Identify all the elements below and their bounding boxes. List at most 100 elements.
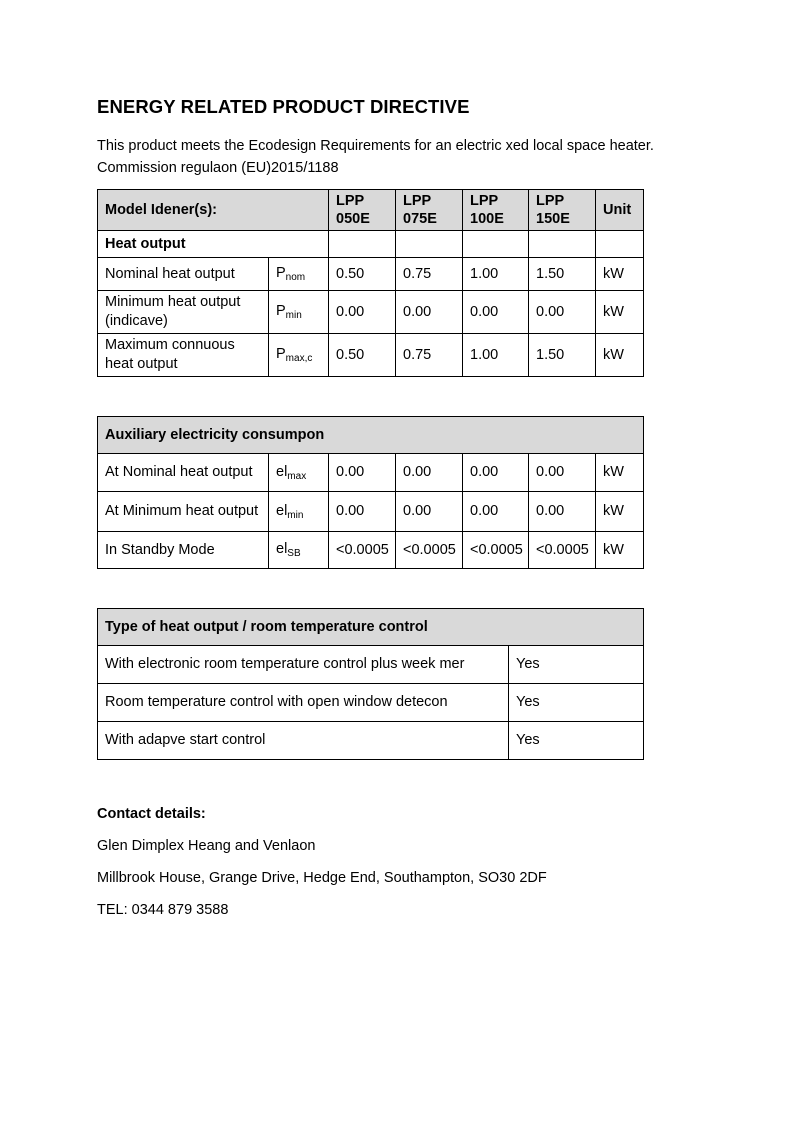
column-header-line2: 050E — [336, 211, 370, 227]
table-row-minimum-heat-output: Minimum heat output (indicave) Pmin 0.00… — [97, 290, 645, 334]
symbol-base: P — [276, 303, 286, 319]
value-cell: 0.75 — [395, 257, 464, 291]
table-row-at-nominal-heat-output: At Nominal heat output elmax 0.00 0.00 0… — [97, 453, 644, 492]
symbol-subscript: min — [287, 509, 304, 521]
empty-cell — [528, 230, 597, 258]
value-cell: 0.00 — [462, 453, 529, 492]
table-row-nominal-heat-output: Nominal heat output Pnom 0.50 0.75 1.00 … — [97, 257, 645, 291]
value-cell: 0.00 — [462, 290, 530, 334]
auxiliary-electricity-table: Auxiliary electricity consumpon At Nomin… — [97, 416, 644, 569]
unit-cell: kW — [595, 290, 645, 334]
model-identifier-header: Model Idener(s): — [96, 189, 330, 231]
symbol-subscript: SB — [287, 548, 301, 559]
value-cell: 0.00 — [328, 290, 397, 334]
value-cell: 0.50 — [328, 257, 397, 291]
column-header-line1: LPP — [403, 193, 432, 209]
symbol-cell: Pmax,c — [267, 333, 330, 377]
value-cell: 0.00 — [395, 290, 464, 334]
page-title: ENERGY RELATED PRODUCT DIRECTIVE — [97, 96, 470, 117]
value-cell: 1.50 — [528, 257, 597, 291]
column-header-lpp-100e: LPP 100E — [462, 189, 530, 231]
contact-phone: TEL: 0344 879 3588 — [97, 902, 229, 918]
symbol-base: el — [276, 463, 288, 480]
value-cell: Yes — [508, 683, 644, 722]
row-label: Maximum connuous heat output — [97, 333, 269, 377]
symbol-base: el — [276, 502, 288, 519]
value-cell: Yes — [508, 645, 644, 684]
row-label: At Nominal heat output — [97, 453, 269, 492]
unit-cell: kW — [595, 531, 644, 569]
row-label: With electronic room temperature control… — [97, 645, 509, 684]
symbol-cell: Pnom — [267, 257, 330, 291]
row-label: In Standby Mode — [97, 531, 269, 569]
value-cell: 0.00 — [328, 491, 396, 532]
value-cell: 1.50 — [528, 333, 597, 377]
table-row-open-window-detection: Room temperature control with open windo… — [97, 683, 644, 722]
contact-address: Millbrook House, Grange Drive, Hedge End… — [97, 870, 547, 886]
symbol-base: P — [276, 265, 286, 281]
value-cell: 0.00 — [528, 491, 596, 532]
section-row: Heat output — [96, 230, 645, 258]
symbol-cell: elSB — [268, 531, 329, 569]
symbol-cell: Pmin — [267, 290, 330, 334]
unit-cell: kW — [595, 491, 644, 532]
symbol-subscript: min — [285, 310, 302, 321]
unit-cell: kW — [595, 453, 644, 492]
intro-line-2: Commission regulaon (EU)2015/1188 — [97, 160, 339, 176]
empty-cell — [595, 230, 645, 258]
value-cell: <0.0005 — [528, 531, 596, 569]
symbol-subscript: max,c — [285, 353, 313, 364]
table-row-in-standby-mode: In Standby Mode elSB <0.0005 <0.0005 <0.… — [97, 531, 644, 569]
symbol-cell: elmin — [268, 491, 329, 532]
heat-output-table: Model Idener(s): LPP 050E LPP 075E LPP 1… — [96, 189, 645, 377]
auxiliary-electricity-header: Auxiliary electricity consumpon — [97, 416, 644, 454]
empty-cell — [462, 230, 530, 258]
value-cell: 0.75 — [395, 333, 464, 377]
value-cell: 0.50 — [328, 333, 397, 377]
symbol-subscript: nom — [285, 272, 306, 283]
value-cell: 1.00 — [462, 333, 530, 377]
value-cell: 0.00 — [462, 491, 529, 532]
value-cell: <0.0005 — [328, 531, 396, 569]
unit-column-header: Unit — [595, 189, 645, 231]
symbol-cell: elmax — [268, 453, 329, 492]
row-label: With adapve start control — [97, 721, 509, 760]
temperature-control-header: Type of heat output / room temperature c… — [97, 608, 644, 646]
contact-company: Glen Dimplex Heang and Venlaon — [97, 838, 316, 854]
section-label: Heat output — [96, 230, 330, 258]
column-header-line1: LPP — [536, 193, 565, 209]
column-header-line1: LPP — [336, 193, 365, 209]
row-label: Room temperature control with open windo… — [97, 683, 509, 722]
intro-paragraph: This product meets the Ecodesign Require… — [97, 135, 737, 179]
intro-line-1: This product meets the Ecodesign Require… — [97, 138, 654, 154]
contact-details-heading: Contact details: — [97, 806, 206, 822]
table-row-at-minimum-heat-output: At Minimum heat output elmin 0.00 0.00 0… — [97, 491, 644, 532]
row-label: Nominal heat output — [97, 257, 269, 291]
column-header-lpp-050e: LPP 050E — [328, 189, 397, 231]
empty-cell — [328, 230, 397, 258]
row-label: Minimum heat output (indicave) — [97, 290, 269, 334]
row-label: At Minimum heat output — [97, 491, 269, 532]
column-header-line2: 100E — [470, 211, 504, 227]
value-cell: 1.00 — [462, 257, 530, 291]
column-header-line2: 075E — [403, 211, 437, 227]
symbol-subscript: max — [287, 470, 307, 482]
symbol-base: el — [276, 541, 288, 557]
temperature-control-table: Type of heat output / room temperature c… — [97, 608, 644, 760]
value-cell: 0.00 — [395, 453, 463, 492]
unit-cell: kW — [595, 333, 645, 377]
symbol-base: P — [276, 346, 286, 362]
value-cell: 0.00 — [528, 290, 597, 334]
empty-cell — [395, 230, 464, 258]
table-row-electronic-control: With electronic room temperature control… — [97, 645, 644, 684]
value-cell: Yes — [508, 721, 644, 760]
column-header-line1: LPP — [470, 193, 499, 209]
document-page: ENERGY RELATED PRODUCT DIRECTIVE This pr… — [96, 96, 737, 918]
table-row-adaptive-start: With adapve start control Yes — [97, 721, 644, 760]
column-header-line2: 150E — [536, 211, 570, 227]
table-row-maximum-continuous-heat-output: Maximum connuous heat output Pmax,c 0.50… — [97, 333, 645, 377]
value-cell: 0.00 — [328, 453, 396, 492]
value-cell: <0.0005 — [462, 531, 529, 569]
value-cell: 0.00 — [528, 453, 596, 492]
value-cell: 0.00 — [395, 491, 463, 532]
